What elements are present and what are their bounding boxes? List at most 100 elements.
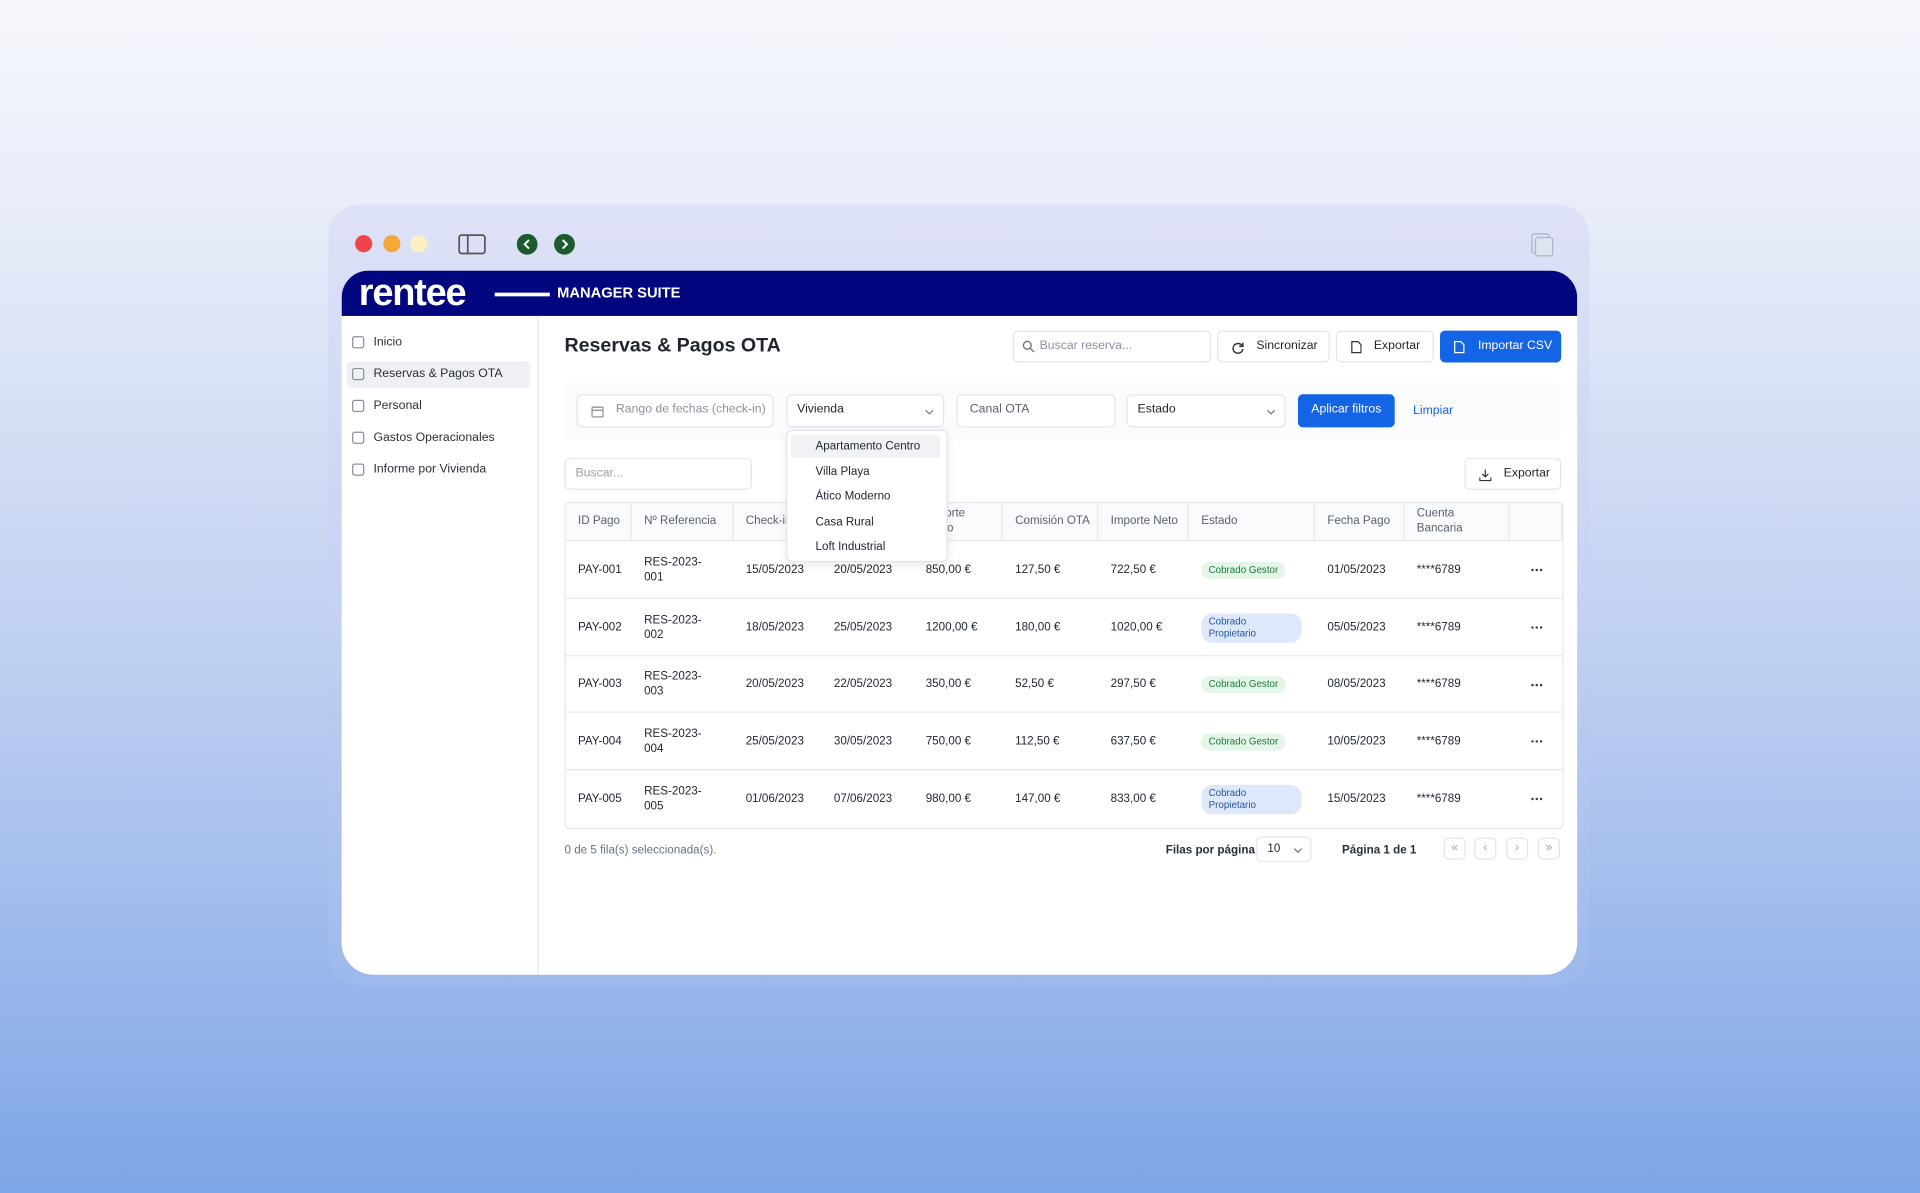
channel-placeholder: Canal OTA <box>969 402 1030 417</box>
table-export-button[interactable]: Exportar <box>1464 457 1562 490</box>
dropdown-option[interactable]: Apartamento Centro <box>791 434 941 458</box>
cell-text: 18/05/2023 <box>745 620 804 634</box>
import-button[interactable]: Importar CSV <box>1440 330 1562 363</box>
status-select[interactable]: Estado <box>1126 394 1286 428</box>
table-cell: 112,50 € <box>1015 713 1096 771</box>
cell-text: ****6789 <box>1416 677 1461 691</box>
nav-item[interactable]: Informe por Vivienda <box>347 457 531 484</box>
column-header-label: Fecha Pago <box>1327 514 1391 528</box>
column-header <box>1509 503 1563 541</box>
cell-text: 52,50 € <box>1015 677 1054 691</box>
column-header: Comisión OTA <box>1002 503 1099 541</box>
table-row[interactable]: PAY-005 RES-2023-005 01/06/2023 07/06/2023 9… <box>565 768 1563 828</box>
export-button[interactable]: Exportar <box>1335 330 1434 363</box>
cell-text: PAY-003 <box>577 677 622 691</box>
close-button[interactable] <box>355 235 373 253</box>
cell-text: 112,50 € <box>1015 734 1060 748</box>
column-header-label: Cuenta Bancaria <box>1416 506 1463 536</box>
nav-arrows[interactable] <box>516 233 576 255</box>
status-badge: Cobrado Gestor <box>1201 675 1286 694</box>
sidebar-toggle[interactable] <box>458 234 486 255</box>
cell-text: ****6789 <box>1416 734 1461 748</box>
rows-per-page-label: Filas por página <box>1165 843 1255 858</box>
column-header: Estado <box>1188 503 1316 541</box>
minimize-button[interactable] <box>383 235 401 253</box>
date-range-placeholder: Rango de fechas (check-in) <box>615 402 766 417</box>
table-row[interactable]: PAY-004 RES-2023-004 25/05/2023 30/05/2023 7… <box>565 711 1563 771</box>
nav-item[interactable]: Gastos Operacionales <box>347 425 531 452</box>
table-cell: ****6789 <box>1417 713 1508 771</box>
search-input[interactable]: Buscar reserva... <box>1012 330 1212 363</box>
property-select[interactable]: Vivienda <box>786 394 945 428</box>
table-row[interactable]: PAY-002 RES-2023-002 18/05/2023 25/05/2023 1… <box>565 597 1563 657</box>
selection-info: 0 de 5 fila(s) seleccionada(s). <box>564 843 717 858</box>
cell-text: 722,50 € <box>1110 562 1156 577</box>
table-cell: 01/06/2023 <box>746 770 819 828</box>
dropdown-option[interactable]: Casa Rural <box>815 514 874 529</box>
next-page-button[interactable]: › <box>1506 837 1529 860</box>
nav-item[interactable]: Inicio <box>347 329 531 356</box>
table-search[interactable]: Buscar... <box>564 457 752 490</box>
copy-icon[interactable] <box>1528 231 1555 258</box>
first-page-button[interactable]: « <box>1443 837 1466 860</box>
clear-filters-link[interactable]: Limpiar <box>1413 404 1454 418</box>
table-cell: 180,00 € <box>1015 599 1096 657</box>
sync-button[interactable]: Sincronizar <box>1217 330 1330 363</box>
nav-item[interactable]: Reservas & Pagos OTA <box>346 361 531 389</box>
table-cell: RES-2023-001 <box>644 541 705 599</box>
table-cell: ****6789 <box>1417 599 1508 657</box>
table-cell: 15/05/2023 <box>746 541 819 599</box>
filter-bar: Rango de fechas (check-in) Vivienda Cana… <box>564 383 1562 440</box>
table-cell: 30/05/2023 <box>834 713 911 771</box>
last-page-button[interactable]: » <box>1537 837 1561 860</box>
cell-text: PAY-001 <box>577 562 622 577</box>
table-cell: 22/05/2023 <box>834 656 911 712</box>
cell-text: 30/05/2023 <box>833 734 893 748</box>
dropdown-option[interactable]: Villa Playa <box>815 464 870 479</box>
table-cell: Cobrado Propietario <box>1201 599 1312 657</box>
apply-filters-button[interactable]: Aplicar filtros <box>1297 394 1395 428</box>
cell-text: PAY-004 <box>577 734 622 748</box>
nav-label: Informe por Vivienda <box>373 462 487 477</box>
row-actions[interactable] <box>1531 770 1543 828</box>
nav-label: Reservas & Pagos OTA <box>373 367 503 381</box>
page-title: Reservas & Pagos OTA <box>564 335 781 357</box>
table-cell: 20/05/2023 <box>746 656 819 712</box>
column-header-label: Comisión OTA <box>1015 514 1090 528</box>
table-cell: RES-2023-002 <box>644 599 705 657</box>
cell-text: RES-2023-005 <box>644 784 702 813</box>
nav-item[interactable]: Personal <box>347 393 531 420</box>
column-header-label: Estado <box>1201 514 1238 528</box>
column-header: Importe Neto <box>1098 503 1189 541</box>
table-cell: Cobrado Gestor <box>1201 656 1312 712</box>
table-cell: PAY-004 <box>578 713 639 771</box>
table-cell: 127,50 € <box>1015 541 1096 599</box>
table-cell: PAY-002 <box>578 599 639 657</box>
table-cell: 52,50 € <box>1015 656 1096 712</box>
table-row[interactable]: PAY-003 RES-2023-003 20/05/2023 22/05/2023 3… <box>565 655 1563 713</box>
table-cell: 722,50 € <box>1111 541 1187 599</box>
row-actions[interactable] <box>1531 713 1543 771</box>
table-row[interactable]: PAY-001 RES-2023-001 15/05/2023 20/05/2023 8… <box>565 540 1563 599</box>
page-indicator: Página 1 de 1 <box>1342 843 1417 858</box>
row-actions[interactable] <box>1531 656 1543 712</box>
dropdown-option[interactable]: Ático Moderno <box>815 489 891 504</box>
prev-page-button[interactable]: ‹ <box>1474 837 1497 860</box>
dropdown-option[interactable]: Loft Industrial <box>815 540 886 554</box>
sidebar: Inicio Reservas & Pagos OTA Personal Gastos… <box>342 315 539 975</box>
maximize-button[interactable] <box>410 235 428 253</box>
row-actions[interactable] <box>1531 541 1543 599</box>
channel-input[interactable]: Canal OTA <box>956 394 1116 428</box>
date-range-input[interactable]: Rango de fechas (check-in) <box>576 394 774 428</box>
table-cell: 750,00 € <box>926 713 1001 771</box>
rows-per-page-select[interactable]: 10 <box>1256 836 1312 863</box>
row-actions[interactable] <box>1531 599 1543 657</box>
cell-text: 1020,00 € <box>1110 620 1163 634</box>
cell-text: ****6789 <box>1416 791 1461 806</box>
table-cell: 25/05/2023 <box>834 599 911 657</box>
cell-text: 15/05/2023 <box>745 562 804 577</box>
cell-text: 05/05/2023 <box>1327 620 1386 634</box>
table-cell: 18/05/2023 <box>746 599 819 657</box>
cell-text: PAY-005 <box>577 791 622 806</box>
